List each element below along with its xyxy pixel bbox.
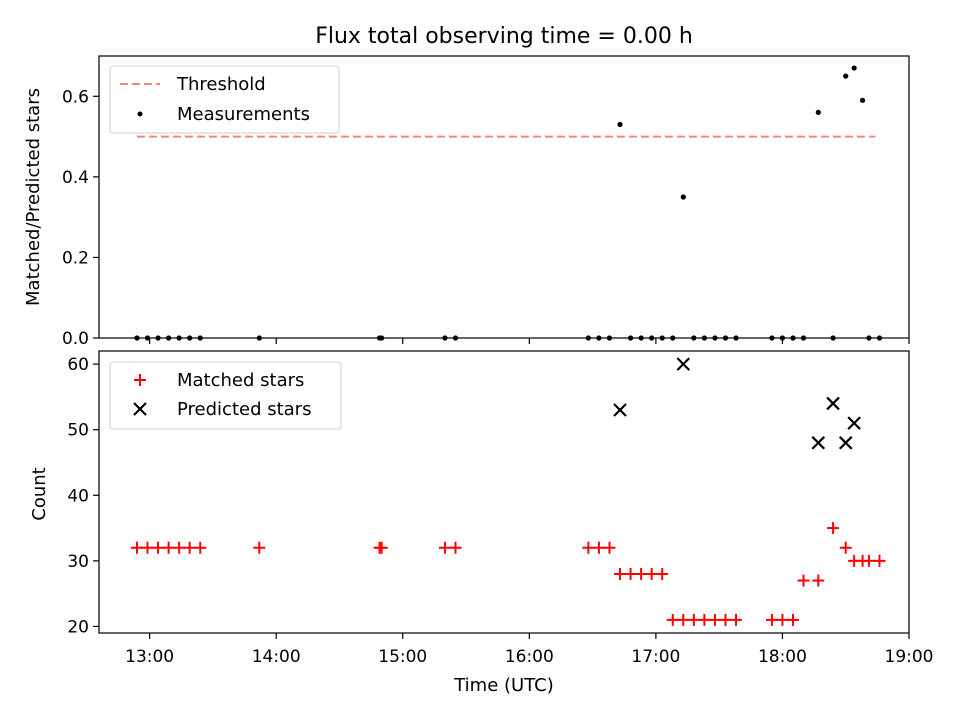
top-plot-area: 0.0 0.2 0.4 0.6 <box>62 55 910 349</box>
matched-star-point <box>797 574 810 587</box>
matched-star-point <box>776 613 789 626</box>
matched-star-point <box>698 613 711 626</box>
bottom-plot-area: 20 30 40 50 60 13:00 14:00 15:00 16:00 17:00 18:0… <box>67 350 934 667</box>
matched-star-point <box>666 613 679 626</box>
bottom-y-tick-label: 30 <box>67 552 89 572</box>
matched-star-point <box>656 567 669 580</box>
top-y-tick-label: 0.0 <box>62 329 89 349</box>
matched-star-point <box>645 567 658 580</box>
matched-star-point <box>162 541 175 554</box>
predicted-star-point <box>847 416 861 430</box>
measurement-point <box>859 97 866 103</box>
matched-star-point <box>592 541 605 554</box>
matched-star-point <box>677 613 690 626</box>
matched-star-point <box>130 541 143 554</box>
legend-measurements-label: Measurements <box>177 104 310 125</box>
matched-star-point <box>624 567 637 580</box>
matched-star-point <box>152 541 165 554</box>
matched-star-point <box>708 613 721 626</box>
legend-predicted-label: Predicted stars <box>177 399 311 420</box>
bottom-x-axis: 13:00 14:00 15:00 16:00 17:00 18:00 19:00 <box>125 633 934 667</box>
matched-star-point <box>873 554 886 567</box>
predicted-star-point <box>613 403 627 417</box>
matched-star-point <box>765 613 778 626</box>
matched-star-point <box>173 541 186 554</box>
matched-star-point <box>253 541 266 554</box>
measurement-point <box>680 194 686 200</box>
matched-star-point <box>719 613 732 626</box>
matched-stars-series <box>130 522 886 626</box>
matched-star-point <box>862 554 875 567</box>
matched-star-point <box>375 541 388 554</box>
legend-predicted-swatch <box>133 402 147 416</box>
matched-star-point <box>603 541 616 554</box>
measurement-point <box>843 73 849 79</box>
measurement-point <box>815 109 821 115</box>
top-legend-box <box>109 65 340 134</box>
predicted-star-point <box>811 436 826 450</box>
chart-title: Flux total observing time = 0.00 h <box>315 24 693 49</box>
matched-star-point <box>438 541 451 554</box>
legend-matched-label: Matched stars <box>177 370 304 391</box>
predicted-stars-series <box>613 357 861 450</box>
top-y-tick-label: 0.2 <box>62 248 89 268</box>
bottom-legend: Matched stars Predicted stars <box>109 361 342 430</box>
matched-star-point <box>449 541 462 554</box>
measurement-point <box>851 65 857 71</box>
bottom-y-axis: 20 30 40 50 60 <box>67 355 99 637</box>
top-legend: Threshold Measurements <box>109 65 340 134</box>
top-y-axis-label: Matched/Predicted stars <box>23 88 44 306</box>
x-tick-label: 17:00 <box>631 647 680 667</box>
matched-star-point <box>141 541 154 554</box>
predicted-star-point <box>826 396 840 411</box>
matched-star-point <box>730 613 743 626</box>
top-y-axis: 0.0 0.2 0.4 0.6 <box>62 87 99 349</box>
x-tick-label: 14:00 <box>252 647 301 667</box>
matched-star-point <box>582 541 595 554</box>
predicted-star-point <box>838 436 853 450</box>
bottom-y-axis-label: Count <box>29 467 50 520</box>
matched-star-point <box>635 567 648 580</box>
matched-star-point <box>614 567 627 580</box>
matched-star-point <box>827 522 840 535</box>
bottom-y-tick-label: 20 <box>67 617 89 637</box>
legend-matched-swatch <box>134 374 146 386</box>
x-tick-label: 13:00 <box>125 647 174 667</box>
legend-threshold-label: Threshold <box>176 74 266 95</box>
x-tick-label: 16:00 <box>505 647 554 667</box>
bottom-y-tick-label: 40 <box>67 486 89 506</box>
matched-star-point <box>183 541 196 554</box>
bottom-y-tick-label: 50 <box>67 421 89 441</box>
bottom-axes-frame <box>98 350 910 634</box>
bottom-legend-box <box>109 361 342 430</box>
matched-star-point <box>687 613 700 626</box>
x-axis-label: Time (UTC) <box>453 675 554 696</box>
x-tick-label: 15:00 <box>378 647 427 667</box>
legend-measurements-swatch <box>137 111 143 117</box>
top-axes-frame <box>98 55 910 339</box>
bottom-y-tick-label: 60 <box>67 355 89 375</box>
matched-star-point <box>812 574 825 587</box>
matched-star-point <box>839 541 852 554</box>
top-y-tick-label: 0.4 <box>62 168 89 188</box>
predicted-star-point <box>676 357 691 371</box>
x-tick-label: 19:00 <box>885 647 934 667</box>
top-y-tick-label: 0.6 <box>62 87 89 107</box>
measurement-point <box>617 121 623 128</box>
top-x-axis <box>149 338 910 344</box>
matched-star-point <box>786 613 799 626</box>
matched-star-point <box>194 541 207 554</box>
x-tick-label: 18:00 <box>758 647 807 667</box>
